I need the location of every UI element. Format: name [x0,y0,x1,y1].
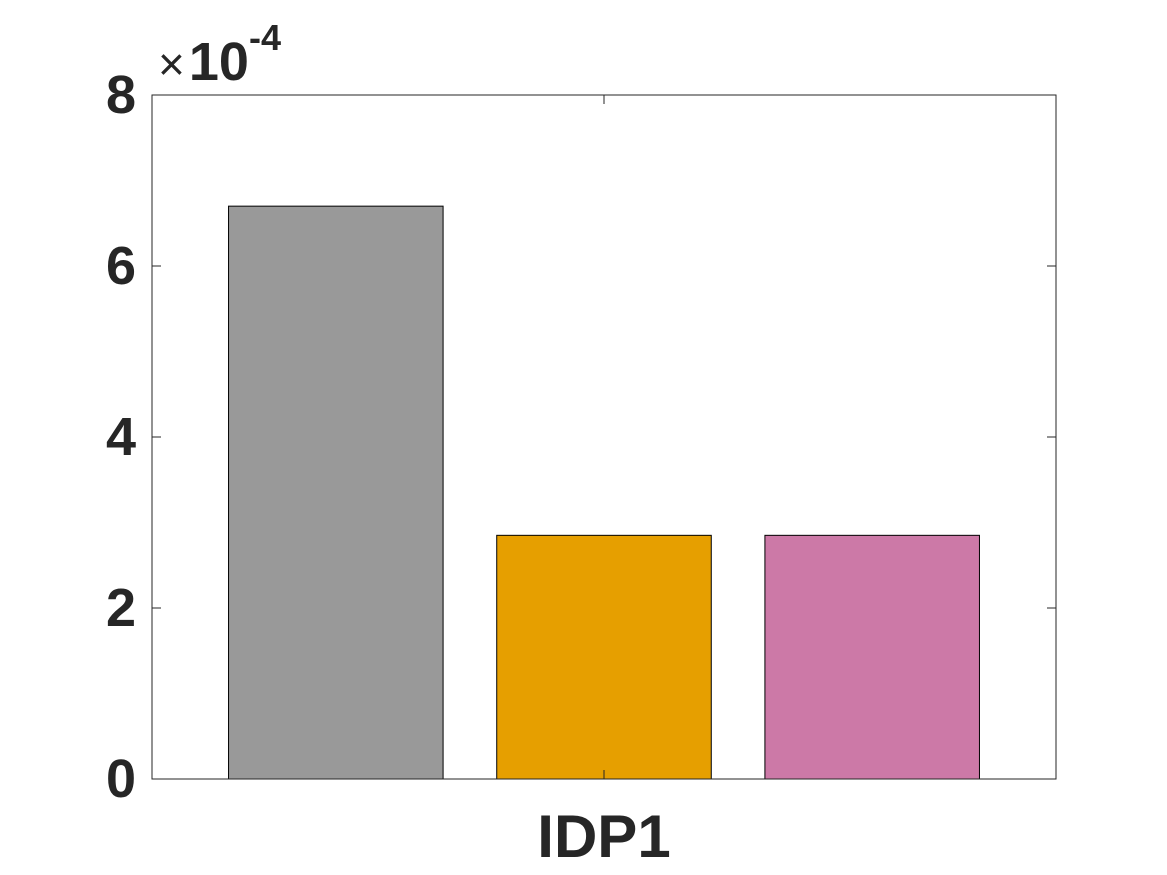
y-tick-label: 2 [106,578,136,638]
ticks-layer [152,95,1056,779]
bars-layer [228,205,980,780]
x-tick-label: IDP1 [537,803,670,870]
labels-layer: IDP1 0 2 4 6 8 [106,65,671,870]
bar-idp1-series-1 [228,205,444,780]
multiplier-base: 10 [189,32,249,92]
bar-idp1-series-3 [764,534,980,780]
bar-idp1-series-2 [496,534,712,780]
y-tick-label: 8 [106,65,136,125]
y-tick-label: 6 [106,236,136,296]
y-axis-multiplier: ×10-4 [158,17,281,92]
multiplier-times-sign: × [158,38,185,90]
multiplier-exponent: -4 [249,17,281,58]
y-tick-label: 0 [106,749,136,809]
y-tick-label: 4 [106,407,136,467]
